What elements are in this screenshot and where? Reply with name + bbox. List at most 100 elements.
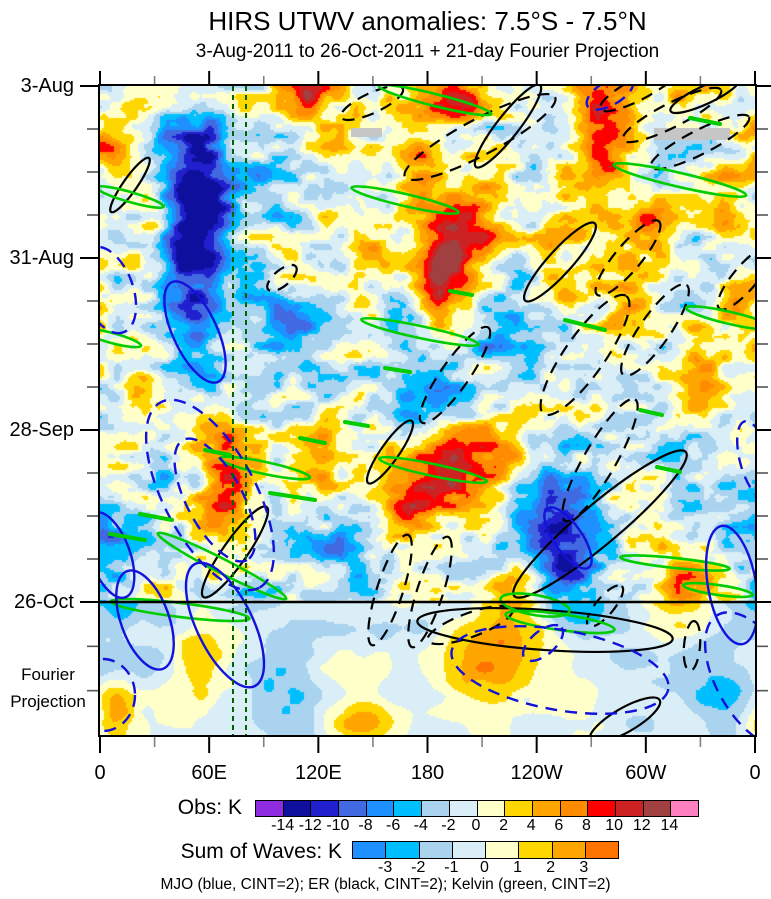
mjo-contour-dashed <box>100 657 137 733</box>
kelvin-contour-solid <box>612 161 748 199</box>
er-contour-solid <box>669 86 741 115</box>
colorbar-tick-label: 8 <box>582 817 591 834</box>
er-contour-dashed <box>598 86 682 113</box>
mjo-contour-dashed <box>173 437 257 563</box>
colorbar-cell <box>671 801 698 816</box>
mjo-contour-solid <box>163 280 227 384</box>
colorbar-cell <box>452 842 486 858</box>
kelvin-contour-solid <box>499 592 571 618</box>
x-tick-label: 120W <box>510 762 563 784</box>
mjo-contour-dashed <box>450 625 670 715</box>
colorbar-tick-label: 3 <box>579 859 589 876</box>
mjo-contour-solid <box>184 561 266 689</box>
kelvin-negative-dash <box>203 448 232 457</box>
colorbar-cell <box>588 801 616 816</box>
er-contour-solid <box>200 505 270 599</box>
kelvin-contour-solid <box>377 86 493 117</box>
colorbar-cell <box>519 842 553 858</box>
er-contour-solid <box>109 156 151 214</box>
y-tick-label: 28-Sep <box>9 419 75 441</box>
colorbar-tick-label: -3 <box>378 859 393 876</box>
colorbar-cell <box>386 842 420 858</box>
er-contour-dashed <box>367 533 413 647</box>
waves-colorbar <box>352 841 619 859</box>
colorbar-cell <box>615 801 644 816</box>
kelvin-negative-dash <box>638 408 664 417</box>
y-tick-label: 3-Aug <box>20 75 74 97</box>
mjo-contour-dashed <box>585 86 635 111</box>
er-contour-dashed <box>561 397 639 523</box>
colorbar-tick-label: -2 <box>441 817 456 834</box>
colorbar-tick-label: 2 <box>499 817 509 834</box>
x-tick-label: 0 <box>749 762 761 784</box>
mjo-contour-dashed <box>735 419 755 501</box>
colorbar-tick-label: -10 <box>326 817 350 834</box>
hovmoller-plot-area <box>100 86 755 735</box>
chart-subtitle: 3-Aug-2011 to 26-Oct-2011 + 21-day Fouri… <box>195 41 660 62</box>
er-contour-dashed <box>418 325 492 425</box>
colorbar-tick-label: 14 <box>660 817 679 834</box>
kelvin-negative-dash <box>298 436 327 445</box>
er-contour-dashed <box>716 245 755 311</box>
colorbar-tick-label: -8 <box>358 817 373 834</box>
colorbar-cell <box>449 801 478 816</box>
mjo-contour-solid <box>115 569 175 671</box>
er-contour-dashed <box>426 604 514 646</box>
colorbar-tick-label: 4 <box>526 817 536 834</box>
colorbar-tick-label: 12 <box>632 817 651 834</box>
colorbar-cell <box>339 801 367 816</box>
kelvin-negative-dash <box>108 532 147 542</box>
fourier-label-line1: Fourier <box>21 665 75 684</box>
er-contour-dashed <box>539 293 631 417</box>
er-contour-dashed <box>620 283 690 377</box>
colorbar-cell <box>532 801 561 816</box>
mjo-contour-dashed <box>521 623 565 663</box>
x-tick-label: 60E <box>191 762 227 784</box>
colorbar-tick-label: 0 <box>480 859 489 876</box>
kelvin-contour-solid <box>682 581 754 599</box>
er-contour-dashed <box>339 86 405 122</box>
colorbar-tick-label: 10 <box>605 817 624 834</box>
er-contour-dashed <box>594 219 662 297</box>
er-contour-solid <box>473 86 543 169</box>
colorbar-tick-label: -12 <box>298 817 322 834</box>
colorbar-cell <box>477 801 506 816</box>
colorbar-cell <box>256 801 284 816</box>
kelvin-contour-solid <box>350 185 460 215</box>
colorbar-tick-label: -14 <box>271 817 295 834</box>
kelvin-contour-solid <box>377 455 489 485</box>
er-contour-solid <box>512 449 688 599</box>
colorbar-cell <box>353 842 387 858</box>
colorbar-tick-label: -4 <box>413 817 428 834</box>
colorbar-cell <box>505 801 533 816</box>
er-contour-dashed <box>621 86 723 144</box>
kelvin-negative-dash <box>383 366 412 374</box>
er-contour-dashed <box>682 619 702 673</box>
er-contour-dashed <box>266 263 298 293</box>
colorbar-cell <box>283 801 312 816</box>
fourier-projection-label: Fourier Projection <box>2 661 94 715</box>
colorbar-cell <box>585 842 618 858</box>
y-tick-label: 26-Oct <box>13 591 74 613</box>
y-tick-label: 31-Aug <box>9 247 75 269</box>
fourier-label-line2: Projection <box>10 692 86 711</box>
mjo-contour-solid <box>100 510 136 600</box>
er-contour-solid <box>522 221 598 303</box>
er-contour-solid <box>416 607 674 653</box>
kelvin-negative-dash <box>688 116 722 126</box>
er-contour-solid <box>588 696 662 735</box>
colorbar-cell <box>486 842 520 858</box>
kelvin-contour-solid <box>156 531 288 601</box>
colorbar-tick-label: -2 <box>411 859 426 876</box>
x-tick-label: 180 <box>410 762 445 784</box>
x-tick-label: 60W <box>625 762 667 784</box>
missing-data-patch <box>654 128 730 140</box>
kelvin-negative-dash <box>563 318 607 332</box>
contour-legend-caption: MJO (blue, CINT=2); ER (black, CINT=2); … <box>160 876 611 893</box>
kelvin-negative-dash <box>343 420 370 428</box>
wave-contour-overlay <box>100 86 755 735</box>
colorbar-cell <box>394 801 423 816</box>
chart-title: HIRS UTWV anomalies: 7.5°S - 7.5°N <box>208 6 647 36</box>
kelvin-contour-solid <box>109 597 251 623</box>
